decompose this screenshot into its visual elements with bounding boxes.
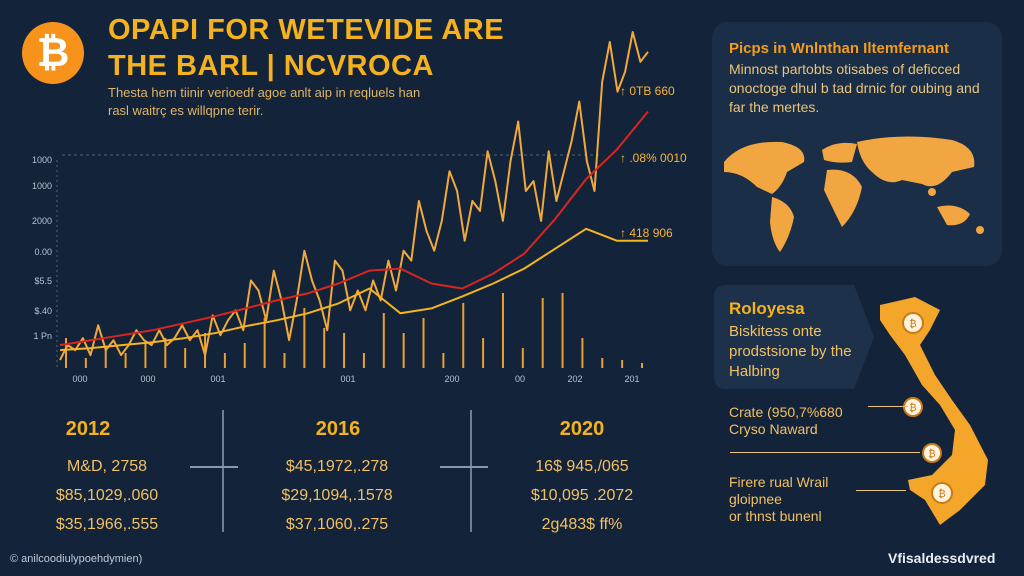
timeline-year-2012: 2012 (65, 418, 111, 440)
callout-body: Biskitess onte prodstsione by the Halbin… (729, 323, 852, 380)
ma_slow-line (59, 227, 648, 352)
svg-text:₿: ₿ (909, 318, 916, 330)
connector-line-1 (868, 406, 908, 407)
svg-text:₿: ₿ (938, 488, 945, 500)
footer-credit: © anilcoodiulypoehdymien) (10, 553, 143, 565)
x-tick-label: 001 (340, 374, 355, 384)
timeline-year-2016: 2016 (315, 418, 361, 440)
volume-bar (382, 313, 385, 368)
divider (470, 410, 472, 532)
map-note-1: Crate (950,7%680 Cryso Naward (729, 404, 843, 437)
y-tick-label: $.40 (34, 306, 52, 316)
x-tick-label: 201 (624, 374, 639, 384)
world-map-icon (724, 136, 984, 252)
volume-bar (303, 308, 306, 368)
volume-bar (521, 348, 524, 368)
volume-bar (422, 318, 425, 368)
volume-bar (601, 358, 604, 368)
x-tick-label: 001 (210, 374, 225, 384)
ma_fast-line (59, 110, 649, 347)
price-chart: 1000 1000 2000 0.00 $5.5 $.40 1 Pn 000 000 001 001… (32, 31, 649, 384)
callout-box (714, 285, 874, 389)
volume-bar (124, 353, 127, 368)
volume-bar (263, 318, 266, 368)
y-tick-label: 1 Pn (33, 331, 52, 341)
volume-bar (541, 298, 544, 368)
volume-bar (462, 303, 465, 368)
volume-bar (482, 338, 485, 368)
volume-bar (581, 338, 584, 368)
volume-bar (84, 358, 87, 368)
country-callout: Roloyesa Biskitess onte prodstsione by t… (714, 285, 874, 389)
timeline-values-2020: 16$ 945,/065 $10,095 .2072 2g483$ ff% (530, 458, 634, 533)
x-tick-label: 202 (567, 374, 582, 384)
svg-text:₿: ₿ (909, 402, 916, 414)
y-tick-label: 2000 (32, 216, 52, 226)
y-tick-label: $5.5 (34, 276, 52, 286)
volume-bar (104, 348, 107, 368)
volume-bar (223, 353, 226, 368)
connector-line-3 (856, 490, 906, 491)
volume-bar (362, 353, 365, 368)
svg-text:₿: ₿ (928, 448, 935, 460)
y-tick-label: 1000 (32, 155, 52, 165)
volume-bar (442, 353, 445, 368)
subtitle: Thesta hem tiinir verioedf agoe anlt aip… (108, 85, 421, 118)
volume-bar (164, 338, 167, 368)
timeline-year-2020: 2020 (559, 418, 605, 440)
x-tick-label: 000 (140, 374, 155, 384)
world-panel-body: Minnost partobts otisabes of deficced on… (729, 61, 980, 115)
arrow-right-icon (440, 466, 488, 468)
volume-bar (343, 333, 346, 368)
volume-bar (144, 343, 147, 368)
arrow-right-icon (190, 466, 238, 468)
volume-bar (641, 363, 643, 368)
volume-bar (402, 333, 405, 368)
volume-bar (184, 348, 187, 368)
volume-bar (323, 328, 326, 368)
annotation-1: ↑ 0TB 660 (620, 84, 675, 98)
connector-line-2 (730, 452, 920, 453)
x-tick-label: 00 (515, 374, 525, 384)
volume-bar (65, 338, 67, 368)
map-note-3: Firere rual Wrail gloipnee or thnst bune… (729, 474, 829, 524)
title-line-2: THE BARL | NCVROCA (108, 50, 434, 82)
volume-bar (283, 353, 286, 368)
annotation-2: ↑ .08% 0010 (620, 151, 687, 165)
y-tick-label: 1000 (32, 181, 52, 191)
volume-bar (243, 343, 246, 368)
world-panel: Picps in Wnlnthan Iltemfernant Minnost p… (712, 22, 1002, 266)
title-line-1: OPAPI FOR WETEVIDE ARE (108, 14, 505, 46)
annotation-3: ↑ 418 906 (620, 226, 673, 240)
volume-bar (561, 293, 564, 368)
timeline-values-2016: $45,1972,.278 $29,1094,.1578 $37,1060,.275 (281, 458, 393, 533)
price-line (59, 31, 649, 361)
timeline-values-2012: M&D, 2758 $85,1029,.060 $35,1966,.555 (55, 458, 159, 533)
vietnam-map-icon: ₿ ₿ ₿ ₿ (880, 297, 988, 525)
y-tick-label: 0.00 (34, 247, 52, 257)
volume-bar (621, 360, 624, 368)
divider (222, 410, 224, 532)
page-title: OPAPI FOR WETEVIDE ARE THE BARL | NCVROCA (108, 12, 504, 84)
x-tick-label: 200 (444, 374, 459, 384)
bitcoin-logo-icon: ₿ (22, 22, 84, 84)
brand-watermark: Vfisaldessdvred (888, 550, 996, 566)
world-panel-title: Picps in Wnlnthan Iltemfernant (729, 40, 950, 57)
callout-title: Roloyesa (729, 299, 805, 318)
x-tick-label: 000 (72, 374, 87, 384)
volume-bar (501, 293, 504, 368)
